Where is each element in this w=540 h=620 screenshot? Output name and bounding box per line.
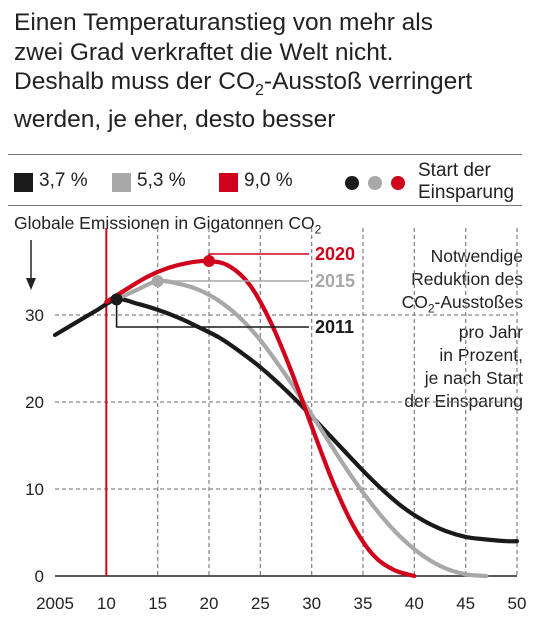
x-tick-label-40: 40 <box>405 594 424 613</box>
legend-label-2: 5,3 % <box>137 170 186 191</box>
headline-line-3: Deshalb muss der CO2-Ausstoß verringert <box>14 67 529 105</box>
y-axis-title: Globale Emissionen in Gigatonnen CO2 <box>14 213 321 237</box>
x-tick-label-35: 35 <box>354 594 373 613</box>
start-marker-1 <box>110 293 123 306</box>
note-line-1: Notwendige <box>430 246 523 266</box>
legend-swatch-1 <box>14 173 33 192</box>
headline-line-3-post: -Ausstoß verringert <box>263 68 473 95</box>
start-connector-3 <box>208 253 309 262</box>
x-tick-label-2005: 2005 <box>36 594 74 613</box>
legend-start-dot-2 <box>368 176 382 190</box>
x-tick-label-15: 15 <box>148 594 167 613</box>
start-marker-legend-label: Start der Einsparung <box>418 160 514 204</box>
y-tick-label-10: 10 <box>25 480 44 499</box>
x-tick-label-45: 45 <box>456 594 475 613</box>
note-line-5: in Prozent, <box>439 344 523 365</box>
legend-start-dot-3 <box>391 176 405 190</box>
headline-line-4: werden, je eher, desto besser <box>14 106 336 134</box>
legend-swatch-3 <box>219 173 238 192</box>
series-line-1 <box>52 297 520 544</box>
note-line-3-post: -Ausstoßes <box>434 292 524 312</box>
x-tick-label-30: 30 <box>302 594 321 613</box>
legend-label-3: 9,0 % <box>244 170 293 191</box>
top-divider <box>8 154 522 155</box>
legend-divider <box>8 205 522 206</box>
series-line-2 <box>114 278 489 579</box>
headline-subscript: 2 <box>255 81 264 99</box>
y-axis-title-text: Globale Emissionen in Gigatonnen CO <box>14 213 315 233</box>
start-label-line-2: Einsparung <box>418 182 515 203</box>
start-marker-3 <box>203 255 215 268</box>
headline-line-3-pre: Deshalb muss der CO <box>14 68 256 95</box>
x-tick-label-25: 25 <box>251 594 270 613</box>
legend-start-dot-1 <box>345 176 359 190</box>
headline-line-1: Einen Temperaturanstieg von mehr als <box>14 9 434 36</box>
start-year-label-2: 2015 <box>315 271 355 291</box>
series-line-3 <box>104 258 417 579</box>
legend-label-1: 3,7 % <box>39 170 88 191</box>
y-axis-title-subscript: 2 <box>314 222 322 237</box>
headline: Einen Temperaturanstieg von mehr als zwe… <box>14 8 529 135</box>
start-marker-2 <box>151 275 164 288</box>
note-line-4: pro Jahr <box>458 321 523 342</box>
note-line-6: je nach Start <box>424 367 523 388</box>
y-axis-arrow-head <box>26 278 36 290</box>
start-year-label-3: 2020 <box>315 244 355 264</box>
headline-line-2: zwei Grad verkraftet die Welt nicht. <box>14 38 394 66</box>
y-tick-label-30: 30 <box>25 306 44 325</box>
x-tick-label-10: 10 <box>97 594 116 613</box>
legend-swatch-2 <box>112 173 131 192</box>
note-subscript: 2 <box>427 301 435 316</box>
reduction-note: Notwendige Reduktion des CO2-Ausstoßes p… <box>323 245 523 413</box>
start-connector-1 <box>115 299 309 328</box>
note-line-7: der Einsparung <box>404 390 523 411</box>
x-tick-label-50: 50 <box>508 594 527 613</box>
x-tick-label-20: 20 <box>200 594 219 613</box>
note-line-2: Reduktion des <box>411 269 523 289</box>
start-label-line-1: Start der <box>418 160 491 181</box>
y-tick-label-20: 20 <box>25 393 44 412</box>
start-year-label-1: 2011 <box>315 317 354 337</box>
y-tick-label-0: 0 <box>35 567 44 586</box>
